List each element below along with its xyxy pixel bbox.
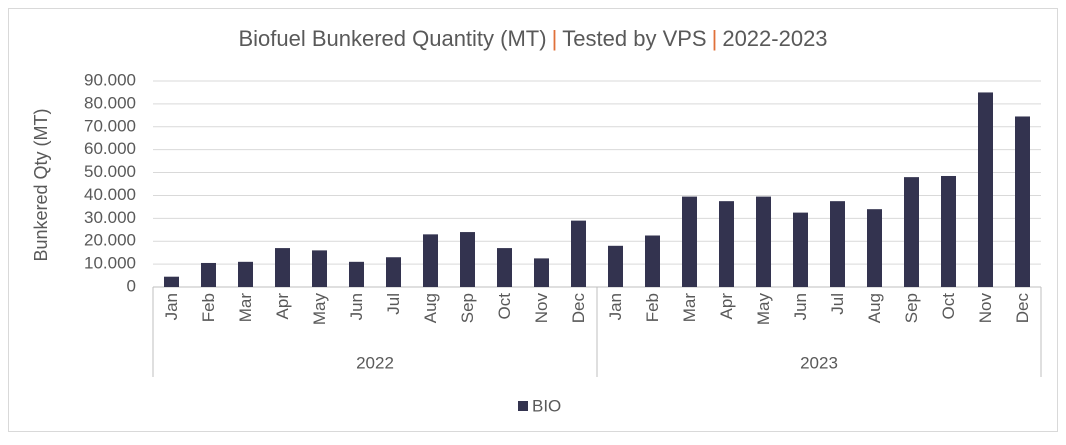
bar — [460, 232, 475, 287]
y-tick-label: 10.000 — [84, 254, 136, 273]
title-separator: | — [552, 26, 558, 51]
y-tick-label: 70.000 — [84, 116, 136, 135]
legend-swatch — [518, 401, 528, 411]
bar — [904, 177, 919, 287]
bar — [682, 196, 697, 287]
bar — [275, 248, 290, 287]
bar — [571, 220, 586, 287]
bar — [386, 257, 401, 287]
x-tick-label: Feb — [199, 293, 218, 322]
y-tick-label: 20.000 — [84, 231, 136, 250]
x-tick-label: Oct — [939, 293, 958, 320]
y-tick-label: 50.000 — [84, 162, 136, 181]
x-tick-label: Aug — [865, 293, 884, 323]
bar — [756, 196, 771, 287]
title-part: Biofuel Bunkered Quantity (MT) — [238, 26, 546, 51]
y-axis-label: Bunkered Qty (MT) — [31, 108, 51, 261]
bar — [941, 175, 956, 287]
x-tick-label: Jun — [347, 293, 366, 320]
bar — [312, 250, 327, 287]
x-tick-label: Apr — [717, 293, 736, 320]
title-separator: | — [712, 26, 718, 51]
y-tick-label: 30.000 — [84, 208, 136, 227]
chart-frame — [8, 8, 1058, 432]
bar — [164, 276, 179, 287]
bar — [1015, 116, 1030, 287]
x-tick-label: Nov — [976, 293, 995, 324]
bar — [238, 261, 253, 287]
y-tick-label: 40.000 — [84, 185, 136, 204]
x-tick-label: Dec — [1013, 293, 1032, 324]
bar — [645, 235, 660, 287]
x-tick-label: Oct — [495, 293, 514, 320]
x-tick-label: Mar — [680, 293, 699, 323]
y-tick-label: 60.000 — [84, 139, 136, 158]
y-tick-label: 0 — [127, 276, 136, 295]
y-tick-label: 90.000 — [84, 70, 136, 89]
bar — [867, 209, 882, 287]
chart-title: Biofuel Bunkered Quantity (MT) | Tested by… — [238, 26, 827, 51]
bar — [534, 258, 549, 287]
x-tick-label: Jun — [791, 293, 810, 320]
group-label: 2023 — [800, 353, 838, 372]
bar — [793, 212, 808, 287]
legend-label: BIO — [532, 396, 561, 415]
x-tick-label: Mar — [236, 293, 255, 323]
bar — [423, 234, 438, 287]
x-tick-label: Dec — [569, 293, 588, 324]
bar — [349, 261, 364, 287]
x-tick-label: Nov — [532, 293, 551, 324]
bar — [201, 262, 216, 287]
x-tick-label: Apr — [273, 293, 292, 320]
x-tick-label: Sep — [458, 293, 477, 323]
group-label: 2022 — [356, 353, 394, 372]
x-tick-label: Aug — [421, 293, 440, 323]
bar — [830, 201, 845, 287]
x-tick-label: Feb — [643, 293, 662, 322]
x-tick-label: May — [754, 293, 773, 326]
x-tick-label: Sep — [902, 293, 921, 323]
x-tick-label: Jul — [384, 293, 403, 315]
title-part: Tested by VPS — [562, 26, 706, 51]
bar — [978, 92, 993, 287]
title-part: 2022-2023 — [722, 26, 827, 51]
x-tick-label: Jan — [606, 293, 625, 320]
bar — [608, 245, 623, 287]
x-tick-label: Jul — [828, 293, 847, 315]
bar — [719, 201, 734, 287]
bar — [497, 248, 512, 287]
y-tick-label: 80.000 — [84, 93, 136, 112]
x-tick-label: May — [310, 293, 329, 326]
x-tick-label: Jan — [162, 293, 181, 320]
